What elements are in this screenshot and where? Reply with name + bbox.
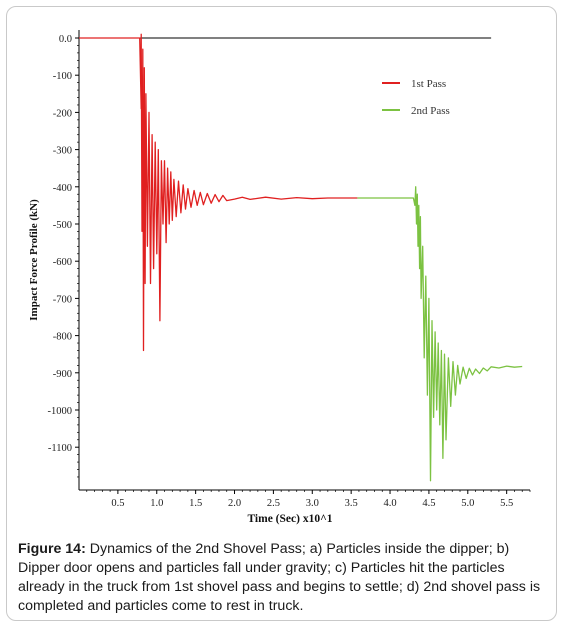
x-tick-label: 1.0 bbox=[150, 498, 163, 509]
x-tick-label: 4.0 bbox=[383, 498, 396, 509]
y-tick-label: -1000 bbox=[48, 406, 73, 417]
x-tick-label: 3.0 bbox=[306, 498, 319, 509]
series-layer bbox=[79, 33, 523, 482]
x-tick-label: 2.5 bbox=[267, 498, 280, 509]
caption-text: Dynamics of the 2nd Shovel Pass; a) Part… bbox=[18, 541, 541, 614]
y-tick-label: -800 bbox=[53, 332, 72, 343]
axes: 0.0 -100 -200 -300 -400 -500 -600 -700 -800 -900 -… bbox=[48, 30, 531, 509]
y-axis-label: Impact Force Profile (kN) bbox=[28, 199, 40, 321]
x-tick-label: 2.0 bbox=[228, 498, 241, 509]
y-tick-label: -1100 bbox=[48, 443, 72, 454]
y-tick-label: -300 bbox=[53, 146, 72, 157]
x-tick-label: 5.5 bbox=[500, 498, 513, 509]
x-tick-label: 3.5 bbox=[345, 498, 358, 509]
caption-label: Figure 14: bbox=[18, 541, 86, 557]
line-chart: 0.0 -100 -200 -300 -400 -500 -600 -700 -800 -900 -… bbox=[28, 30, 531, 525]
x-tick-label: 0.5 bbox=[111, 498, 124, 509]
figure-caption: Figure 14: Dynamics of the 2nd Shovel Pa… bbox=[18, 540, 546, 616]
legend-label-1st-pass: 1st Pass bbox=[411, 78, 446, 90]
legend: 1st Pass 2nd Pass bbox=[382, 78, 450, 117]
x-tick-label: 1.5 bbox=[189, 498, 202, 509]
y-tick-label: -600 bbox=[53, 257, 72, 268]
y-tick-label: -100 bbox=[53, 71, 72, 82]
y-tick-label: -900 bbox=[53, 369, 72, 380]
x-tick-label: 4.5 bbox=[422, 498, 435, 509]
y-tick-label: -200 bbox=[53, 108, 72, 119]
series-line-2nd-pass bbox=[357, 186, 523, 482]
legend-label-2nd-pass: 2nd Pass bbox=[411, 105, 450, 117]
series-line-1st-pass bbox=[79, 33, 358, 352]
y-tick-label: -500 bbox=[53, 220, 72, 231]
y-tick-label: 0.0 bbox=[59, 34, 72, 45]
y-tick-label: -700 bbox=[53, 294, 72, 305]
x-axis-label: Time (Sec) x10^1 bbox=[247, 513, 332, 525]
figure-frame bbox=[6, 6, 557, 621]
y-tick-label: -400 bbox=[53, 183, 72, 194]
x-tick-label: 5.0 bbox=[461, 498, 474, 509]
